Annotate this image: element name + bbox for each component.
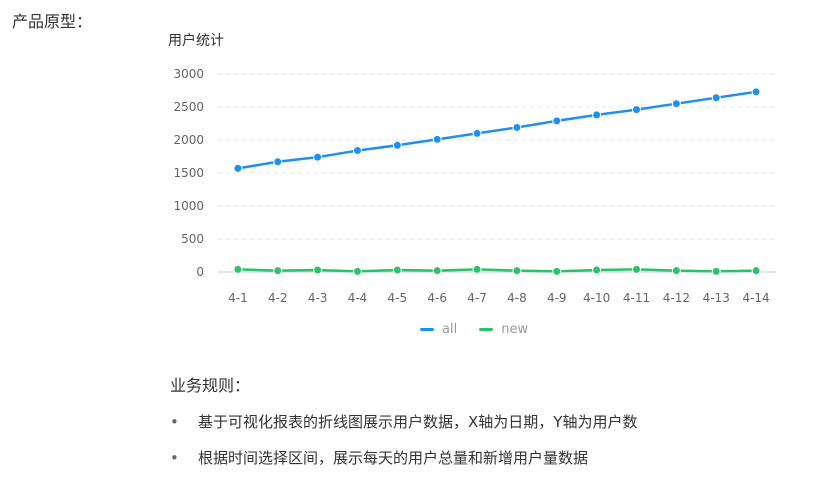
data-point-all	[273, 157, 283, 167]
y-tick-label: 2000	[173, 133, 204, 147]
x-tick-label: 4-1	[228, 291, 248, 305]
data-point-all	[711, 93, 721, 103]
x-tick-label: 4-13	[703, 291, 730, 305]
data-point-new	[313, 265, 323, 275]
data-point-all	[432, 134, 442, 144]
series-line-all	[237, 90, 757, 170]
rule-item: • 根据时间选择区间，展示每天的用户总量和新增用户量数据	[170, 444, 637, 480]
data-point-all	[233, 163, 243, 173]
x-tick-label: 4-2	[268, 291, 288, 305]
y-tick-label: 1000	[173, 199, 204, 213]
data-point-new	[233, 264, 243, 274]
chart-title: 用户统计	[168, 33, 224, 49]
data-point-all	[592, 110, 602, 120]
rule-item: • 基于可视化报表的折线图展示用户数据，X轴为日期，Y轴为用户数	[170, 408, 637, 444]
data-point-all	[512, 122, 522, 132]
legend-swatch-new	[479, 328, 494, 331]
x-tick-label: 4-4	[348, 291, 368, 305]
x-tick-label: 4-9	[547, 291, 567, 305]
x-tick-label: 4-10	[583, 291, 610, 305]
data-point-all	[472, 128, 482, 138]
rules-heading: 业务规则：	[170, 376, 251, 395]
x-tick-label: 4-12	[663, 291, 690, 305]
legend-label-new: new	[501, 322, 529, 337]
data-point-new	[671, 266, 681, 276]
section-label: 产品原型：	[12, 12, 93, 31]
rules-list: • 基于可视化报表的折线图展示用户数据，X轴为日期，Y轴为用户数 • 根据时间选…	[170, 408, 637, 480]
y-tick-label: 3000	[173, 67, 204, 81]
chart-legend: all new	[420, 322, 528, 337]
x-tick-label: 4-14	[742, 291, 769, 305]
data-point-all	[353, 146, 362, 156]
legend-item-new[interactable]: new	[479, 322, 528, 337]
bullet: •	[170, 449, 179, 467]
data-point-new	[632, 264, 641, 274]
legend-swatch-all	[420, 328, 434, 331]
x-tick-label: 4-8	[507, 291, 527, 305]
data-point-all	[671, 99, 681, 109]
legend-label-all: all	[442, 322, 458, 337]
data-point-new	[512, 266, 522, 276]
data-point-new	[552, 266, 562, 276]
rule-text: 根据时间选择区间，展示每天的用户总量和新增用户量数据	[198, 449, 589, 467]
user-stats-line-chart: 0 500 1000 1500 2000 2500 3000 4-1 4-2 4-3 4-4 4-5 4…	[173, 67, 776, 305]
legend-item-all[interactable]: all	[420, 322, 457, 337]
y-tick-label: 500	[181, 232, 204, 246]
y-tick-label: 1500	[173, 166, 204, 180]
bullet: •	[170, 413, 179, 431]
data-point-new	[592, 265, 602, 275]
data-point-all	[751, 87, 761, 97]
x-tick-label: 4-3	[308, 291, 328, 305]
data-point-new	[392, 265, 402, 275]
data-point-all	[392, 140, 402, 150]
x-tick-label: 4-7	[467, 291, 487, 305]
x-tick-label: 4-5	[388, 291, 408, 305]
rule-text: 基于可视化报表的折线图展示用户数据，X轴为日期，Y轴为用户数	[198, 413, 638, 431]
data-point-new	[711, 266, 721, 276]
data-point-all	[313, 152, 323, 162]
series-line-new	[237, 268, 757, 273]
y-tick-label: 0	[196, 265, 204, 279]
data-point-new	[353, 266, 362, 276]
data-point-new	[273, 266, 283, 276]
data-point-all	[632, 105, 641, 115]
data-point-new	[472, 264, 482, 274]
x-tick-label: 4-11	[623, 291, 650, 305]
data-point-new	[432, 266, 442, 276]
x-tick-label: 4-6	[427, 291, 447, 305]
data-point-new	[751, 266, 761, 276]
data-point-all	[552, 116, 562, 126]
y-tick-label: 2500	[173, 100, 204, 114]
